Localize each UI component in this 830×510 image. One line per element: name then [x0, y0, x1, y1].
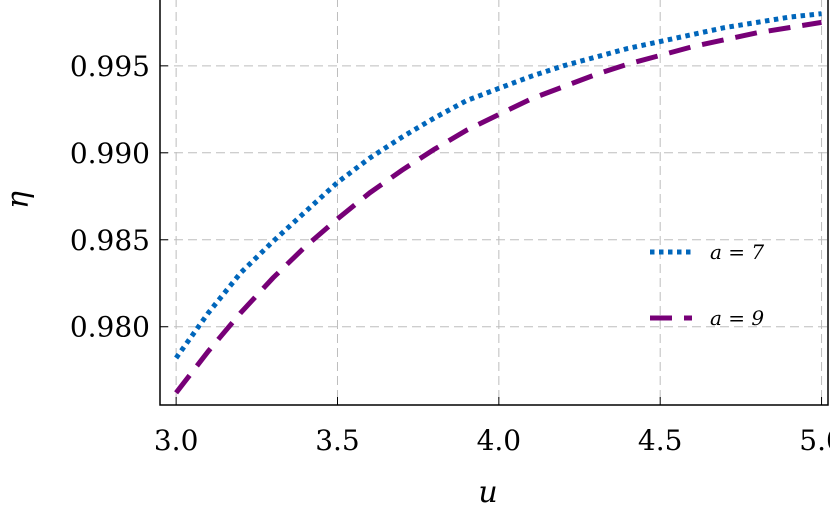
- tick-group: 3.0 3.5 4.0 4.5 5.0 0.980 0.985 0.990 0.995: [70, 50, 830, 457]
- x-axis-label: u: [478, 475, 497, 510]
- x-tick-label: 4.0: [477, 424, 522, 457]
- x-tick-label: 4.5: [638, 424, 683, 457]
- y-tick-label: 0.980: [70, 311, 150, 344]
- grid: [160, 0, 828, 405]
- y-tick-label: 0.995: [70, 50, 150, 83]
- legend-label: a = 7: [710, 240, 764, 264]
- y-tick-label: 0.990: [70, 137, 150, 170]
- x-tick-label: 3.5: [315, 424, 360, 457]
- series-line: [174, 11, 822, 360]
- legend-label: a = 9: [710, 306, 764, 330]
- x-tick-label: 5.0: [799, 424, 830, 457]
- y-axis-label: η: [1, 191, 36, 209]
- series-group: [174, 11, 822, 395]
- plot-frame: [159, 0, 829, 406]
- legend: a = 7 a = 9: [650, 240, 764, 330]
- x-tick-label: 3.0: [154, 424, 199, 457]
- y-tick-label: 0.985: [70, 224, 150, 257]
- series-line: [174, 19, 822, 395]
